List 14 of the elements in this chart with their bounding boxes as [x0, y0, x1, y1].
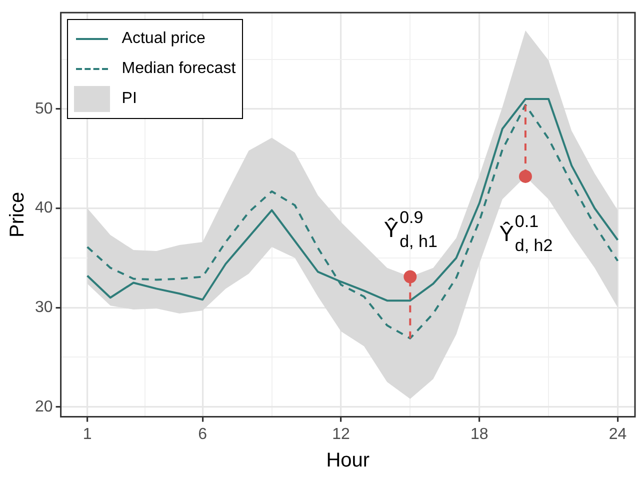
- legend-label: Median forecast: [122, 60, 236, 78]
- y-tick-label: 20: [35, 398, 53, 416]
- legend-label: Actual price: [122, 30, 206, 48]
- x-axis-title: Hour: [326, 450, 370, 472]
- legend-label: PI: [122, 90, 137, 108]
- x-tick-label: 1: [82, 426, 92, 443]
- y-tick-label: 40: [35, 200, 53, 217]
- x-tick-label: 18: [470, 426, 488, 443]
- y-tick-label: 50: [35, 100, 53, 118]
- x-tick-label: 12: [332, 426, 350, 443]
- y-tick-label: 30: [35, 298, 53, 316]
- y-axis-title: Price: [6, 192, 29, 238]
- x-tick-label: 6: [198, 426, 208, 443]
- x-tick-label: 24: [608, 426, 627, 443]
